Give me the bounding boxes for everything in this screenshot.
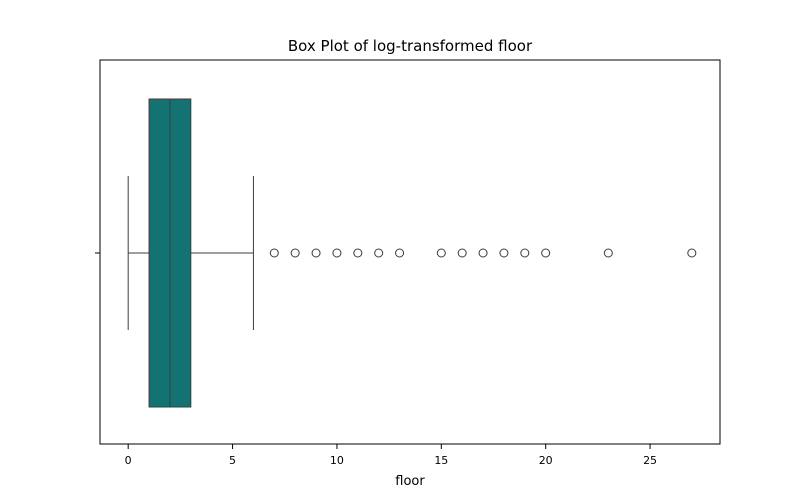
outlier-point [603, 248, 613, 258]
outlier-point [353, 248, 363, 258]
outlier-point [332, 248, 342, 258]
outlier-point [374, 248, 384, 258]
x-tick-label: 20 [539, 454, 553, 467]
x-tick-label: 25 [643, 454, 657, 467]
outlier-point [457, 248, 467, 258]
outlier-point [478, 248, 488, 258]
outlier-point [395, 248, 405, 258]
outlier-point [499, 248, 509, 258]
chart-title: Box Plot of log-transformed floor [288, 37, 533, 55]
x-tick-label: 15 [434, 454, 448, 467]
x-tick-label: 5 [229, 454, 236, 467]
outlier-point [541, 248, 551, 258]
x-tick-label: 0 [125, 454, 132, 467]
outlier-point [269, 248, 279, 258]
x-tick-label: 10 [330, 454, 344, 467]
plot-area-group [127, 98, 697, 408]
plot-area-frame [99, 59, 721, 445]
x-axis-label: floor [395, 474, 425, 489]
x-axis-ticks: 0 5 10 15 20 25 [125, 444, 657, 467]
outlier-point [290, 248, 300, 258]
outlier-point [436, 248, 446, 258]
outlier-point [520, 248, 530, 258]
outlier-point [687, 248, 697, 258]
outlier-point [311, 248, 321, 258]
